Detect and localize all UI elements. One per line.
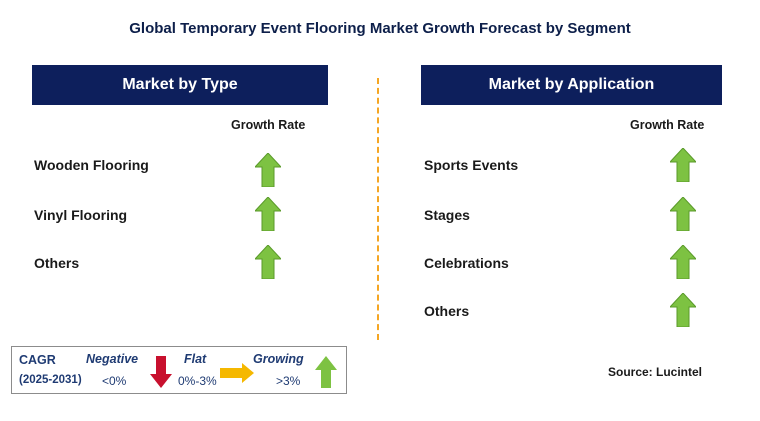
legend-growing-label: Growing bbox=[253, 352, 304, 366]
legend-flat-label: Flat bbox=[184, 352, 207, 366]
growing-arrow-icon bbox=[670, 293, 696, 327]
right-growth-rate-label: Growth Rate bbox=[630, 118, 705, 132]
market-by-type-header: Market by Type bbox=[32, 65, 328, 105]
legend-growing-range: >3% bbox=[276, 374, 301, 388]
source-label: Source: Lucintel bbox=[608, 365, 703, 379]
legend-negative-range: <0% bbox=[102, 374, 127, 388]
legend-negative-label: Negative bbox=[86, 352, 139, 366]
type-row-label-2: Others bbox=[34, 255, 80, 271]
application-row-label-1: Stages bbox=[424, 207, 470, 223]
legend-cagr-label: CAGR bbox=[19, 353, 56, 367]
growing-arrow-icon bbox=[670, 148, 696, 182]
growing-arrow-icon bbox=[255, 153, 281, 187]
flat-arrow-icon bbox=[220, 363, 254, 383]
left-growth-rate-label: Growth Rate bbox=[231, 118, 306, 132]
growing-arrow-icon bbox=[255, 245, 281, 279]
application-row-label-2: Celebrations bbox=[424, 255, 509, 271]
growing-arrow-icon bbox=[315, 356, 337, 388]
type-row-label-1: Vinyl Flooring bbox=[34, 207, 128, 223]
growing-arrow-icon bbox=[670, 245, 696, 279]
application-row-label-0: Sports Events bbox=[424, 157, 519, 173]
type-row-label-0: Wooden Flooring bbox=[34, 157, 149, 173]
legend-flat-range: 0%-3% bbox=[178, 374, 217, 388]
legend-period-label: (2025-2031) bbox=[19, 374, 82, 386]
market-by-application-header: Market by Application bbox=[421, 65, 722, 105]
chart-title: Global Temporary Event Flooring Market G… bbox=[129, 20, 631, 37]
growing-arrow-icon bbox=[670, 197, 696, 231]
growing-arrow-icon bbox=[255, 197, 281, 231]
panel-divider bbox=[377, 78, 379, 340]
cagr-legend: CAGR (2025-2031) Negative <0% Flat 0%-3%… bbox=[11, 346, 347, 394]
negative-arrow-icon bbox=[150, 356, 172, 388]
application-row-label-3: Others bbox=[424, 303, 470, 319]
